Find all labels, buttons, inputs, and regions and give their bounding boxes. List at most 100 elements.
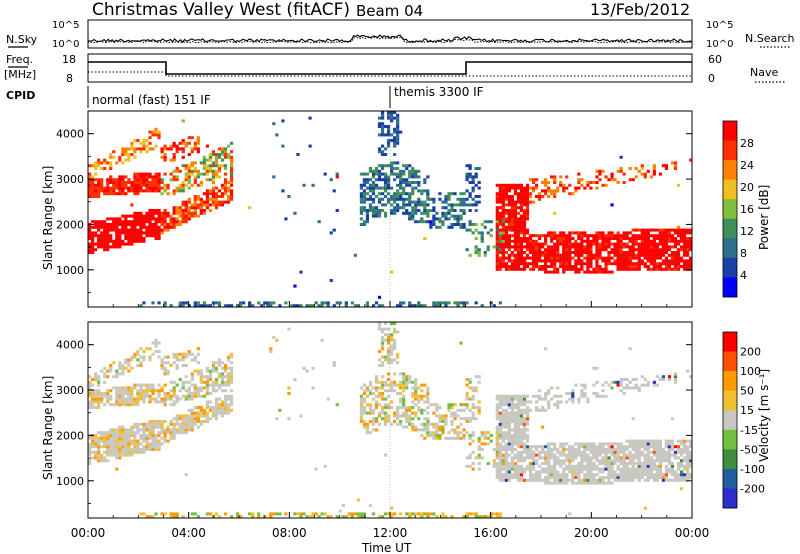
power-cell <box>196 304 200 308</box>
power-cell <box>625 256 629 260</box>
x-tick-label: 08:00 <box>272 526 307 540</box>
power-cell <box>181 220 185 224</box>
vel-cell <box>196 515 200 519</box>
vel-cell <box>628 442 632 446</box>
power-cell <box>214 155 219 159</box>
vel-cell <box>223 389 228 393</box>
vel-cell <box>172 436 176 440</box>
vel-cell <box>175 397 179 401</box>
power-cell <box>637 256 641 260</box>
vel-cell <box>643 448 647 451</box>
power-cell <box>106 228 110 232</box>
power-cell <box>565 175 569 179</box>
vel-cell <box>592 481 596 485</box>
vel-cell <box>541 456 545 460</box>
vel-cell <box>151 448 155 451</box>
vel-cell <box>393 420 397 423</box>
vel-cell <box>498 453 502 457</box>
vel-cell <box>402 394 406 398</box>
vel-cell <box>592 462 596 465</box>
vel-cell <box>429 431 433 435</box>
vel-cell <box>553 442 557 446</box>
power-cell <box>223 164 228 168</box>
vel-cell <box>106 394 110 398</box>
power-cell <box>498 242 502 246</box>
vel-cell <box>88 436 92 440</box>
power-cell <box>610 234 614 238</box>
vel-cell <box>371 428 376 432</box>
vel-cell <box>229 389 234 393</box>
vel-cell <box>571 481 575 485</box>
vel-cell <box>468 512 472 516</box>
vel-cell <box>574 453 578 457</box>
power-cell <box>673 245 678 249</box>
power-cell <box>408 211 412 215</box>
vel-cell <box>157 439 161 443</box>
vel-cell <box>130 442 134 446</box>
power-cell <box>417 200 421 204</box>
power-cell <box>459 192 463 196</box>
power-cell <box>531 262 536 266</box>
vel-cell <box>405 375 409 379</box>
vel-cell <box>402 389 406 393</box>
power-cell <box>547 195 551 198</box>
vel-cell <box>399 422 403 426</box>
power-cell <box>646 253 650 257</box>
power-cell <box>184 200 188 204</box>
power-cell <box>380 111 385 114</box>
vel-cell <box>601 448 605 451</box>
vel-cell <box>598 462 602 465</box>
vel-cell <box>181 355 185 359</box>
power-cell <box>598 234 602 238</box>
power-cell <box>604 239 608 243</box>
vel-cell <box>568 450 572 454</box>
vel-cell <box>362 422 367 426</box>
power-cell <box>151 133 155 137</box>
vel-cell <box>181 352 185 356</box>
vel-cell <box>136 431 140 435</box>
vel-cell <box>380 394 385 398</box>
vel-cell <box>393 358 397 362</box>
vel-cell <box>417 428 421 432</box>
power-cell <box>100 183 104 187</box>
vel-cell <box>148 355 152 359</box>
power-cell <box>589 251 593 254</box>
power-cell <box>489 220 493 224</box>
power-cell <box>220 158 225 162</box>
vel-cell <box>106 369 110 373</box>
power-cell <box>302 183 306 187</box>
power-cell <box>616 245 620 249</box>
vel-cell <box>595 448 599 451</box>
vel-cell <box>199 378 203 381</box>
vel-cell <box>405 408 409 412</box>
power-cell <box>516 231 521 235</box>
power-cell <box>169 147 173 151</box>
power-cell <box>604 183 608 187</box>
power-cell <box>187 181 191 184</box>
power-cell <box>553 251 557 254</box>
vel-cell <box>172 380 176 384</box>
vel-cell <box>547 467 551 471</box>
vel-cell <box>507 467 511 471</box>
power-cell <box>109 192 113 196</box>
vel-cell <box>97 448 101 451</box>
power-cell <box>507 225 511 229</box>
power-cell <box>208 164 213 168</box>
vel-cell <box>507 476 511 479</box>
power-cell <box>685 228 690 232</box>
power-cell <box>112 225 116 229</box>
vel-cell <box>103 403 107 407</box>
vel-cell <box>450 420 454 423</box>
vel-cell <box>519 476 524 479</box>
power-cell <box>562 251 566 254</box>
power-colorbar-frame <box>722 120 738 298</box>
vel-cell <box>598 442 602 446</box>
power-cell <box>556 237 560 240</box>
power-cell <box>362 220 367 224</box>
power-cell <box>199 206 203 210</box>
power-cell <box>504 234 508 238</box>
power-cell <box>613 234 617 238</box>
power-cell <box>534 256 539 260</box>
vel-cell <box>610 386 614 390</box>
power-cell <box>211 192 216 196</box>
